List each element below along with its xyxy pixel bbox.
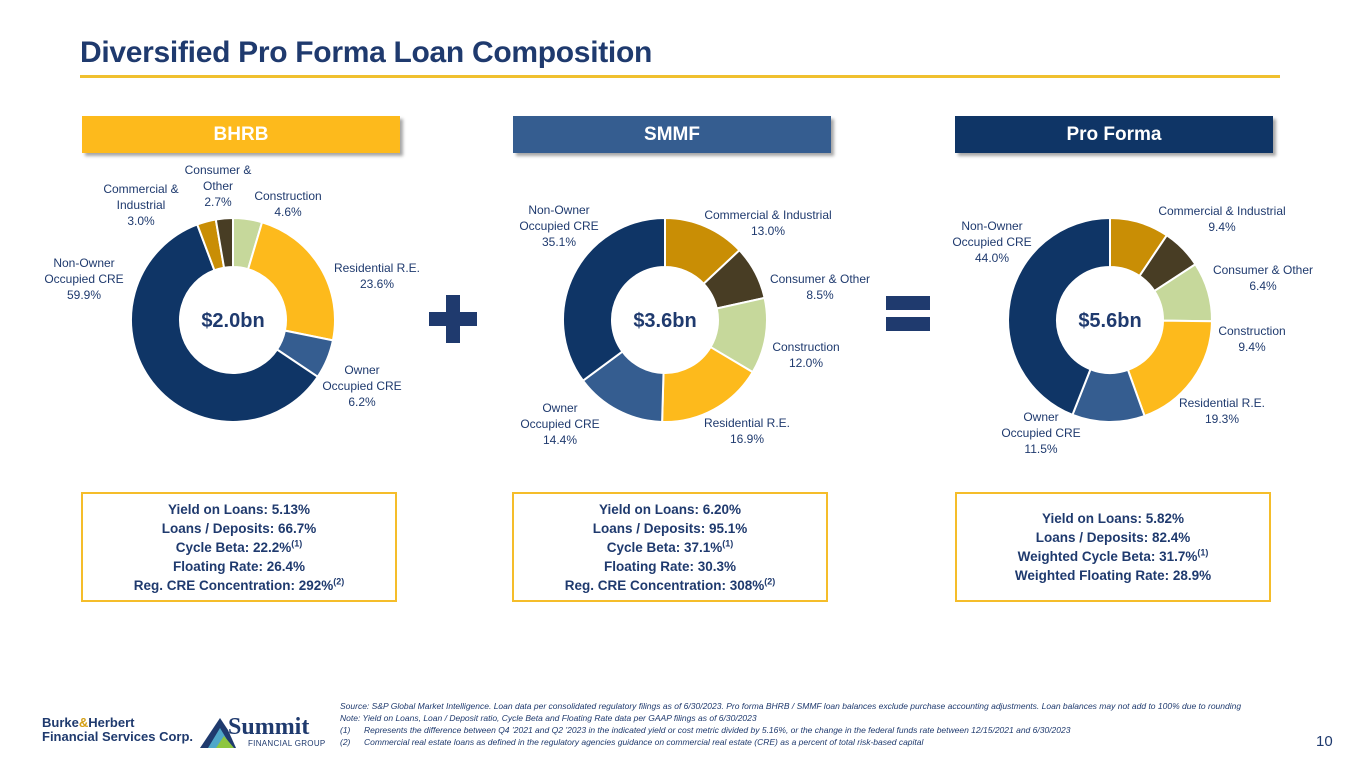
footnote-source: Source: S&P Global Market Intelligence. …: [340, 701, 1242, 711]
slice-label: Construction 4.6%: [254, 189, 321, 219]
slice-label: Residential R.E. 19.3%: [1179, 396, 1265, 426]
footnotes: Source: S&P Global Market Intelligence. …: [340, 700, 1330, 748]
equals-icon: [886, 296, 930, 310]
donut-center-label: $2.0bn: [201, 310, 264, 332]
slice-label: Construction 9.4%: [1218, 324, 1285, 354]
slice-label: Residential R.E. 16.9%: [704, 416, 790, 446]
metric-line: Yield on Loans: 6.20%: [598, 501, 742, 517]
donut-slice: [562, 216, 666, 383]
donut-slice: [246, 220, 336, 342]
logo-financial-text: Financial Services Corp.: [42, 729, 194, 744]
metric-footnote-ref: (2): [333, 576, 345, 586]
donut-center-label: $5.6bn: [1078, 310, 1141, 332]
slice-label: Commercial & Industrial 3.0%: [103, 182, 178, 228]
slice-label: Consumer & Other 2.7%: [185, 163, 252, 209]
metric-footnote-ref: (1): [1197, 547, 1209, 558]
pro-forma-metrics-box: Yield on Loans: 5.82% Loans / Deposits: 8…: [955, 492, 1271, 602]
footnote-1-text: Represents the difference between Q4 ’20…: [364, 725, 1071, 735]
metric-line: Loans / Deposits: 66.7%: [161, 520, 317, 536]
donut-slice: [1007, 216, 1111, 417]
smmf-header: SMMF: [513, 116, 831, 153]
title-underline: [80, 75, 1280, 78]
logo-burke-text: Burke: [42, 715, 79, 730]
bhrb-header: BHRB: [82, 116, 400, 153]
burke-herbert-logo: Burke&Herbert Financial Services Corp.: [42, 716, 193, 744]
bhrb-metrics-box: Yield on Loans: 5.13% Loans / Deposits: 6…: [81, 492, 397, 602]
summit-sub: FINANCIAL GROUP: [248, 739, 326, 748]
summit-mountain-icon: [200, 718, 236, 748]
footnote-2: (2) Commercial real estate loans as defi…: [340, 736, 1330, 748]
page-title: Diversified Pro Forma Loan Composition: [80, 36, 653, 69]
plus-icon-bar: [429, 312, 477, 326]
metric-footnote-ref: (1): [722, 538, 734, 548]
equals-icon-bar: [886, 317, 930, 331]
footnote-1: (1) Represents the difference between Q4…: [340, 724, 1330, 736]
page-number: 10: [1316, 733, 1333, 750]
slice-label: Non-Owner Occupied CRE 44.0%: [952, 219, 1031, 265]
slice-label: Non-Owner Occupied CRE 35.1%: [519, 203, 598, 249]
metric-line: Loans / Deposits: 95.1%: [592, 520, 748, 536]
summit-word: Summit: [228, 714, 310, 740]
slice-label: Commercial & Industrial 9.4%: [1158, 204, 1285, 234]
metric-line: Yield on Loans: 5.82%: [1041, 511, 1185, 526]
slice-label: Consumer & Other 8.5%: [770, 272, 870, 302]
metric-line: Reg. CRE Concentration: 308%(2): [564, 576, 776, 593]
metric-line: Weighted Floating Rate: 28.9%: [1014, 568, 1212, 583]
slice-label: Residential R.E. 23.6%: [334, 261, 420, 291]
slice-label: Construction 12.0%: [772, 340, 839, 370]
smmf-metrics-box: Yield on Loans: 6.20% Loans / Deposits: 9…: [512, 492, 828, 602]
metric-line: Floating Rate: 26.4%: [172, 558, 306, 574]
metric-line: Floating Rate: 30.3%: [603, 558, 737, 574]
slice-label: Owner Occupied CRE 14.4%: [520, 401, 599, 447]
metric-line: Reg. CRE Concentration: 292%(2): [133, 576, 345, 593]
slice-label: Commercial & Industrial 13.0%: [704, 208, 831, 238]
metric-footnote-ref: (1): [291, 538, 303, 548]
slice-label: Owner Occupied CRE 6.2%: [322, 363, 401, 409]
summit-logo: Summit FINANCIAL GROUP: [198, 714, 328, 750]
slice-label: Owner Occupied CRE 11.5%: [1001, 410, 1080, 456]
metric-line: Loans / Deposits: 82.4%: [1035, 530, 1191, 545]
donut-slice: [130, 223, 320, 423]
donut-slice: [214, 216, 234, 269]
footnote-1-num: (1): [340, 725, 351, 735]
footnote-2-text: Commercial real estate loans as defined …: [364, 737, 924, 747]
footnote-2-num: (2): [340, 737, 351, 747]
metric-line: Yield on Loans: 5.13%: [167, 501, 311, 517]
slice-label: Non-Owner Occupied CRE 59.9%: [44, 256, 123, 302]
metric-line: Cycle Beta: 37.1%(1): [606, 538, 734, 555]
donut-center-label: $3.6bn: [633, 310, 696, 332]
metric-line: Cycle Beta: 22.2%(1): [175, 538, 303, 555]
logo-herbert-text: Herbert: [88, 715, 135, 730]
slice-label: Consumer & Other 6.4%: [1213, 263, 1313, 293]
footnote-note: Note: Yield on Loans, Loan / Deposit rat…: [340, 713, 757, 723]
metric-line: Weighted Cycle Beta: 31.7%(1): [1017, 547, 1209, 564]
pro-forma-header: Pro Forma: [955, 116, 1273, 153]
logo-amp-text: &: [78, 715, 89, 730]
metric-footnote-ref: (2): [764, 576, 776, 586]
